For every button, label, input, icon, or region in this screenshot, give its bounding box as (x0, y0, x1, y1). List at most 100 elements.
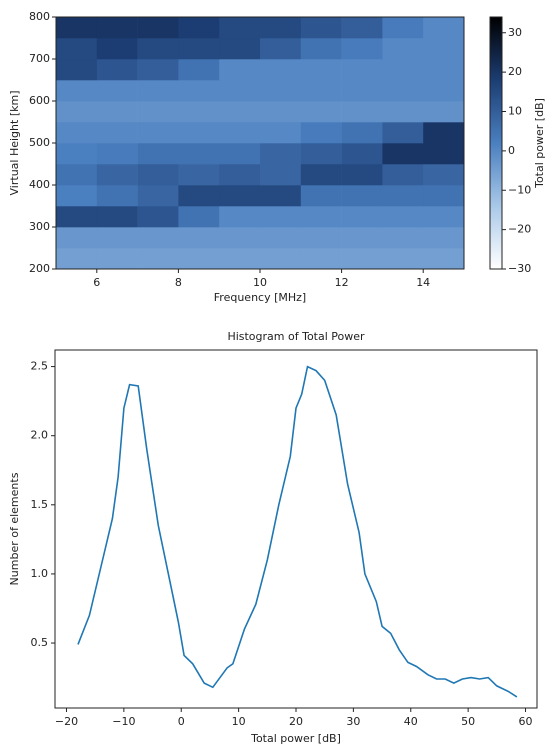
heat-cell (56, 185, 98, 207)
heat-cell (341, 227, 383, 249)
x-axis-label: Frequency [MHz] (214, 291, 306, 304)
heat-cell (96, 38, 138, 60)
heat-cell (423, 59, 465, 81)
heat-cell (300, 248, 342, 270)
colorbar-tick-label: 20 (508, 65, 522, 78)
heat-cell (260, 227, 302, 249)
y-axis-label: Number of elements (8, 472, 21, 585)
heat-cell (423, 80, 465, 102)
heat-cell (300, 185, 342, 207)
colorbar-tick-label: −30 (508, 262, 531, 275)
heat-cell (178, 185, 220, 207)
heat-cell (96, 164, 138, 186)
heat-cell (178, 164, 220, 186)
heat-cell (96, 185, 138, 207)
heat-cell (56, 80, 98, 102)
y-tick-label: 0.5 (31, 636, 49, 649)
heat-cell (300, 80, 342, 102)
heat-cell (56, 143, 98, 165)
y-tick-label: 2.0 (31, 429, 49, 442)
y-tick-label: 600 (29, 94, 50, 107)
heat-cell (96, 80, 138, 102)
heat-cell (260, 248, 302, 270)
y-tick-label: 800 (29, 10, 50, 23)
heat-cell (219, 248, 261, 270)
heat-cell (96, 59, 138, 81)
x-tick-label: 0 (178, 715, 185, 728)
heat-cell (56, 38, 98, 60)
chart-title: Histogram of Total Power (227, 330, 365, 343)
heat-cell (137, 80, 179, 102)
heat-cell (178, 17, 220, 39)
y-tick-label: 400 (29, 178, 50, 191)
y-tick-label: 300 (29, 220, 50, 233)
x-tick-label: 8 (175, 276, 182, 289)
heat-cell (382, 248, 424, 270)
heat-cell (382, 101, 424, 123)
heat-cell (341, 38, 383, 60)
heat-cell (300, 38, 342, 60)
heat-cell (56, 122, 98, 144)
heat-cell (96, 206, 138, 228)
heat-cell (137, 164, 179, 186)
x-axis-label: Total power [dB] (250, 732, 341, 745)
heat-cell (178, 206, 220, 228)
heat-cell (300, 59, 342, 81)
heat-cell (300, 206, 342, 228)
heat-cell (423, 122, 465, 144)
heat-cell (260, 164, 302, 186)
heat-cell (382, 122, 424, 144)
heat-cell (382, 38, 424, 60)
heat-cell (300, 164, 342, 186)
heat-cell (137, 143, 179, 165)
heat-cell (382, 227, 424, 249)
heat-cell (178, 248, 220, 270)
heat-cell (341, 206, 383, 228)
heat-cell (382, 164, 424, 186)
heat-cell (300, 101, 342, 123)
heat-cell (56, 248, 98, 270)
heat-cell (260, 38, 302, 60)
heat-cell (56, 206, 98, 228)
heat-cell (178, 227, 220, 249)
heat-cell (382, 185, 424, 207)
heat-cell (56, 17, 98, 39)
x-tick-label: 20 (289, 715, 303, 728)
y-tick-label: 2.5 (31, 360, 49, 373)
y-tick-label: 200 (29, 262, 50, 275)
heat-cell (382, 80, 424, 102)
x-tick-label: 6 (93, 276, 100, 289)
y-tick-label: 700 (29, 52, 50, 65)
heat-cell (423, 101, 465, 123)
x-tick-label: 30 (346, 715, 360, 728)
x-tick-label: 10 (253, 276, 267, 289)
heat-cell (219, 143, 261, 165)
heat-cell (178, 101, 220, 123)
heat-cell (96, 143, 138, 165)
heat-cell (56, 59, 98, 81)
heat-cell (300, 122, 342, 144)
heat-cell (260, 17, 302, 39)
heat-cell (178, 122, 220, 144)
heat-cell (423, 227, 465, 249)
heat-cell (341, 164, 383, 186)
heat-cell (423, 248, 465, 270)
heat-cell (219, 101, 261, 123)
heat-cell (96, 122, 138, 144)
plot-frame (54, 349, 538, 709)
heat-cell (56, 227, 98, 249)
heat-cell (260, 185, 302, 207)
heat-cell (219, 185, 261, 207)
y-tick-label: 500 (29, 136, 50, 149)
heat-cell (219, 227, 261, 249)
heat-cell (382, 17, 424, 39)
heat-cell (219, 38, 261, 60)
heat-cell (260, 59, 302, 81)
colorbar-tick-label: 10 (508, 105, 522, 118)
heat-cell (341, 80, 383, 102)
x-tick-label: 40 (404, 715, 418, 728)
heat-cell (341, 122, 383, 144)
heat-cell (96, 248, 138, 270)
colorbar-label: Total power [dB] (533, 98, 546, 189)
